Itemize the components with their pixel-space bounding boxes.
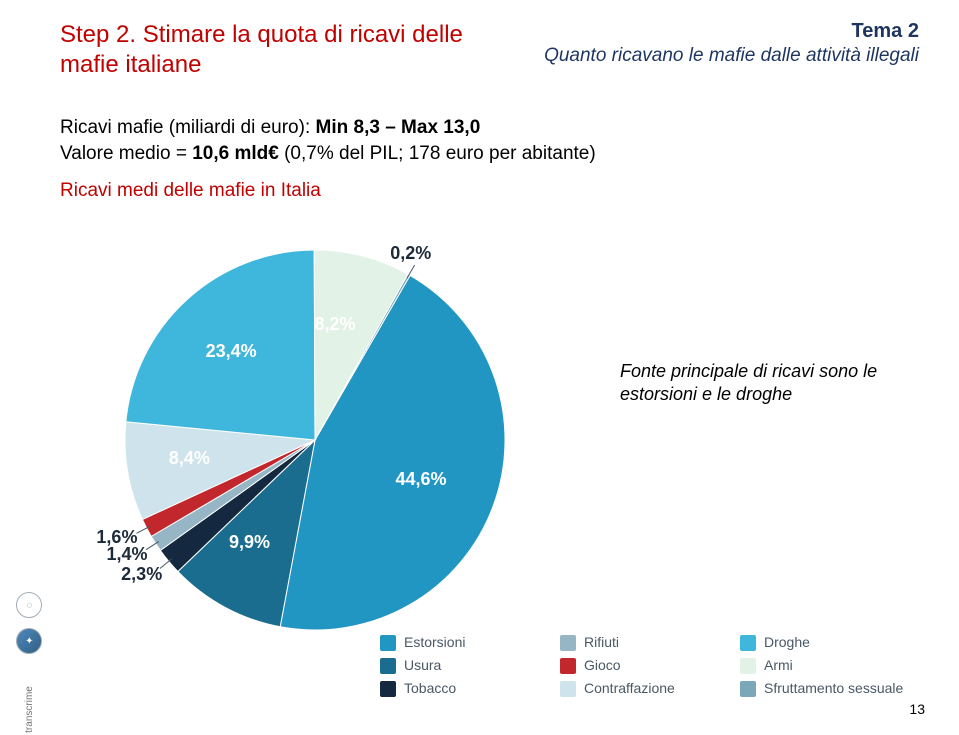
legend-label: Gioco bbox=[584, 657, 621, 673]
line2-pre: Valore medio = bbox=[60, 143, 192, 164]
legend-swatch bbox=[380, 658, 396, 674]
legend-swatch bbox=[740, 658, 756, 674]
legend-label: Contraffazione bbox=[584, 680, 675, 696]
legend-swatch bbox=[560, 658, 576, 674]
pie-slice bbox=[126, 250, 315, 440]
legend-swatch bbox=[560, 635, 576, 651]
pie-chart: 44,6%9,9%2,3%1,4%1,6%8,4%23,4%8,2%0,2% bbox=[100, 225, 530, 655]
legend-label: Usura bbox=[404, 657, 441, 673]
slide-title: Step 2. Stimare la quota di ricavi delle… bbox=[60, 20, 480, 80]
side-logos: ◌ ✦ transcrime bbox=[6, 592, 53, 715]
slide-header: Step 2. Stimare la quota di ricavi delle… bbox=[60, 20, 919, 80]
side-note: Fonte principale di ricavi sono le estor… bbox=[620, 360, 920, 407]
legend-swatch bbox=[740, 635, 756, 651]
legend-swatch bbox=[740, 681, 756, 697]
logo-brand-text: transcrime bbox=[24, 686, 35, 733]
pie-svg bbox=[100, 225, 530, 655]
legend-item: Droghe bbox=[740, 634, 910, 651]
chart-title: Ricavi medi delle mafie in Italia bbox=[60, 178, 919, 204]
line1-pre: Ricavi mafie (miliardi di euro): bbox=[60, 117, 316, 138]
line-2: Valore medio = 10,6 mld€ (0,7% del PIL; … bbox=[60, 141, 919, 167]
topic-subtitle: Quanto ricavano le mafie dalle attività … bbox=[544, 45, 919, 67]
legend-label: Estorsioni bbox=[404, 634, 465, 650]
topic-number: Tema 2 bbox=[544, 20, 919, 43]
line2-bold: 10,6 mld€ bbox=[192, 143, 279, 164]
legend-item: Gioco bbox=[560, 657, 730, 674]
legend-item: Usura bbox=[380, 657, 550, 674]
legend-item: Armi bbox=[740, 657, 910, 674]
legend-item: Sfruttamento sessuale bbox=[740, 680, 910, 697]
legend-swatch bbox=[560, 681, 576, 697]
legend-label: Droghe bbox=[764, 634, 810, 650]
line1-bold: Min 8,3 – Max 13,0 bbox=[316, 117, 481, 138]
legend-label: Tobacco bbox=[404, 680, 456, 696]
line-1: Ricavi mafie (miliardi di euro): Min 8,3… bbox=[60, 115, 919, 141]
legend-item: Tobacco bbox=[380, 680, 550, 697]
chart-legend: Estorsioni Rifiuti Droghe Usura Gioco Armi Tob… bbox=[380, 634, 910, 697]
legend-label: Rifiuti bbox=[584, 634, 619, 650]
logo-2-icon: ✦ bbox=[16, 628, 42, 654]
legend-item: Contraffazione bbox=[560, 680, 730, 697]
page-number: 13 bbox=[909, 701, 925, 717]
slide-topic: Tema 2 Quanto ricavano le mafie dalle at… bbox=[544, 20, 919, 67]
legend-item: Rifiuti bbox=[560, 634, 730, 651]
legend-swatch bbox=[380, 635, 396, 651]
line2-post: (0,7% del PIL; 178 euro per abitante) bbox=[279, 143, 596, 164]
legend-label: Armi bbox=[764, 657, 793, 673]
legend-item: Estorsioni bbox=[380, 634, 550, 651]
logo-1-icon: ◌ bbox=[16, 592, 42, 618]
legend-swatch bbox=[380, 681, 396, 697]
body-text: Ricavi mafie (miliardi di euro): Min 8,3… bbox=[60, 115, 919, 204]
legend-label: Sfruttamento sessuale bbox=[764, 680, 903, 696]
